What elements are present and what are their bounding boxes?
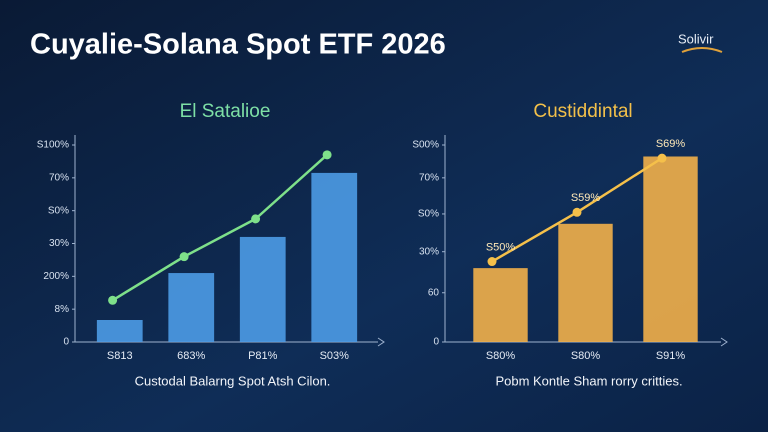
bar xyxy=(96,320,143,342)
y-tick-label: 8% xyxy=(55,304,70,315)
line-point xyxy=(108,295,118,305)
x-tick-label: S813 xyxy=(107,350,133,362)
y-tick-label: S00% xyxy=(412,140,439,151)
bar xyxy=(239,236,286,342)
x-tick-label: S80% xyxy=(486,350,516,362)
data-label: S69% xyxy=(656,138,686,150)
x-axis-arrow xyxy=(720,337,728,347)
y-tick-label: 200% xyxy=(43,271,69,282)
y-tick-label: 70% xyxy=(49,172,69,183)
logo-swoosh xyxy=(681,47,723,53)
x-tick-label: S91% xyxy=(656,350,686,362)
line xyxy=(111,153,328,302)
x-tick-label: P81% xyxy=(248,350,278,362)
data-label: S59% xyxy=(571,192,601,204)
x-tick-label: S03% xyxy=(320,350,350,362)
bar xyxy=(168,273,215,342)
line-point xyxy=(572,207,582,217)
page-title: Cuyalie-Solana Spot ETF 2026 xyxy=(30,29,446,61)
chart-title: El Satalioe xyxy=(180,101,271,122)
y-tick-label: 30% xyxy=(419,246,439,257)
data-label: S50% xyxy=(486,241,516,253)
x-tick-label: S80% xyxy=(571,350,601,362)
line-point xyxy=(179,252,189,262)
line-point xyxy=(251,214,261,224)
chart-title: Custiddintal xyxy=(533,101,632,122)
logo: Solivir xyxy=(678,31,714,46)
x-tick-label: 683% xyxy=(177,350,205,362)
y-tick-label: 0 xyxy=(63,337,69,348)
x-axis-arrow xyxy=(377,337,385,347)
y-tick-label: S100% xyxy=(37,140,69,151)
y-tick-label: 60 xyxy=(428,287,440,298)
line-point xyxy=(487,257,497,267)
chart-caption: Pobm Kontle Sham rorry critties. xyxy=(495,373,682,388)
y-tick-label: 70% xyxy=(419,172,439,183)
bar xyxy=(311,172,358,342)
y-tick-label: 30% xyxy=(49,238,69,249)
bar xyxy=(473,268,528,342)
bar xyxy=(643,156,698,342)
line-point xyxy=(657,153,667,163)
y-tick-label: S0% xyxy=(48,205,69,216)
bar xyxy=(558,223,613,342)
line-point xyxy=(322,150,332,160)
y-tick-label: S0% xyxy=(418,209,439,220)
chart-caption: Custodal Balarng Spot Atsh Cilon. xyxy=(135,373,331,388)
y-tick-label: 0 xyxy=(433,337,439,348)
